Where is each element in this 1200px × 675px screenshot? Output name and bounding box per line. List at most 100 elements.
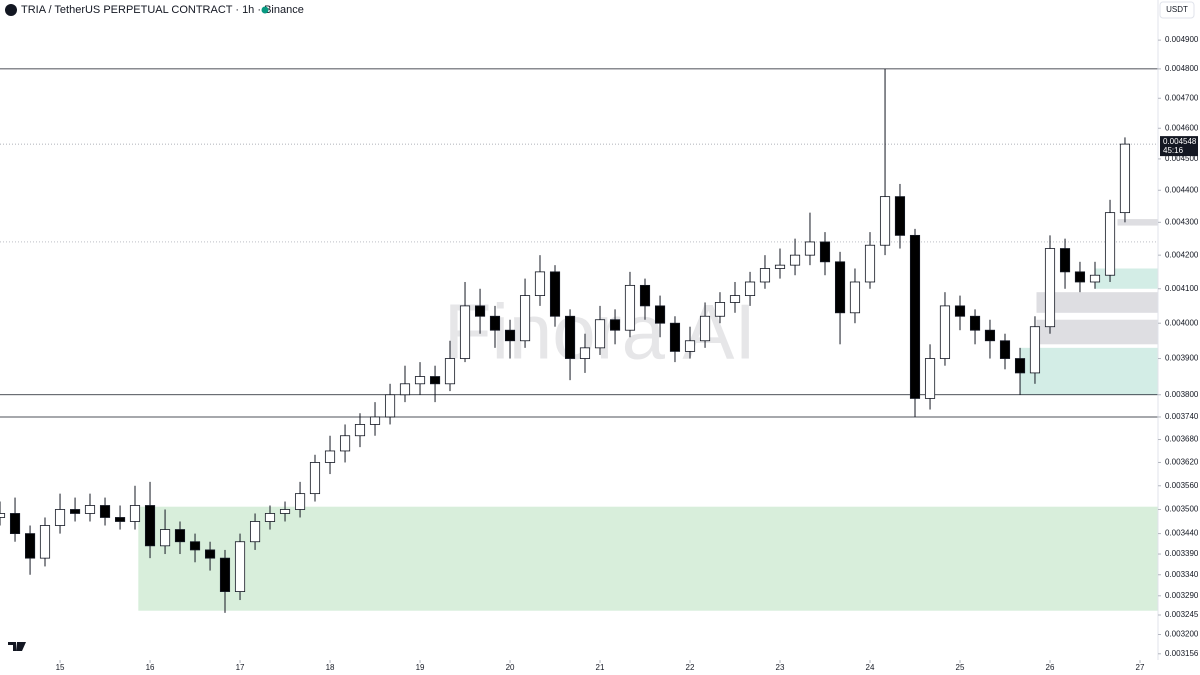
zone <box>1020 347 1158 395</box>
candle-body <box>984 329 996 342</box>
currency[interactable]: USDT <box>1166 5 1188 14</box>
y-tick-label: 0.004800 <box>1165 64 1199 73</box>
candle-body <box>39 525 51 559</box>
currency-button[interactable] <box>1159 1 1195 19</box>
candle-body <box>1119 143 1131 214</box>
candle-body <box>294 493 306 510</box>
y-tick-label: 0.004400 <box>1165 185 1199 194</box>
x-tick-label: 27 <box>1136 663 1145 672</box>
candle-body <box>804 241 816 256</box>
candle-body <box>639 284 651 307</box>
y-tick-label: 0.003156 <box>1165 649 1199 658</box>
zone <box>1036 292 1158 313</box>
last-price-box <box>1160 136 1198 157</box>
candle-body <box>924 358 936 399</box>
x-tick-label: 21 <box>596 663 605 672</box>
y-tick-label: 0.003800 <box>1165 390 1199 399</box>
candle-body <box>84 505 96 514</box>
candle-body <box>249 521 261 543</box>
candle-body <box>1059 248 1071 273</box>
zone <box>1036 319 1158 345</box>
candle-body <box>624 284 636 331</box>
x-tick-label: 24 <box>866 663 875 672</box>
last-price-label: 0.004548 <box>1163 137 1197 146</box>
candle-body <box>339 435 351 452</box>
candle-body <box>234 541 246 592</box>
candle-body <box>759 268 771 283</box>
candle-body <box>69 509 81 514</box>
x-tick-label: 20 <box>506 663 515 672</box>
candle-body <box>174 529 186 543</box>
candle-body <box>1074 271 1086 283</box>
candle-body <box>99 505 111 518</box>
y-tick-label: 0.003500 <box>1165 505 1199 514</box>
chart-title: TRIA / TetherUS PERPETUAL CONTRACT · 1h … <box>21 4 304 16</box>
zone <box>1095 268 1158 289</box>
candle-body <box>879 196 891 246</box>
candle-body <box>939 305 951 359</box>
candle-body <box>969 315 981 331</box>
candle-body <box>744 281 756 296</box>
candle-body <box>864 244 876 283</box>
y-tick-label: 0.004700 <box>1165 93 1199 102</box>
candle-body <box>324 450 336 463</box>
x-tick-label: 25 <box>956 663 965 672</box>
candle-body <box>354 424 366 437</box>
y-tick-label: 0.003900 <box>1165 354 1199 363</box>
candle-body <box>609 319 621 331</box>
y-tick-label: 0.004300 <box>1165 217 1199 226</box>
candle-body <box>789 254 801 266</box>
x-tick-label: 23 <box>776 663 785 672</box>
candle-body <box>0 513 6 518</box>
candle-body <box>159 529 171 547</box>
y-tick-label: 0.003200 <box>1165 630 1199 639</box>
candle-body <box>594 319 606 349</box>
status-dot <box>261 6 269 14</box>
y-tick-label: 0.004600 <box>1165 123 1199 132</box>
candle-body <box>369 416 381 425</box>
candle-body <box>489 315 501 331</box>
y-tick-label: 0.003245 <box>1165 610 1199 619</box>
candle-body <box>699 315 711 342</box>
candle-body <box>729 295 741 303</box>
x-tick-label: 15 <box>56 663 65 672</box>
candle-body <box>429 376 441 385</box>
y-tick-label: 0.004500 <box>1165 154 1199 163</box>
y-tick-label: 0.003340 <box>1165 570 1199 579</box>
candle-body <box>114 517 126 522</box>
y-tick-label: 0.004000 <box>1165 318 1199 327</box>
candle-body <box>1089 274 1101 283</box>
candle-body <box>819 241 831 263</box>
x-tick-label: 18 <box>326 663 335 672</box>
countdown: 45:16 <box>1163 146 1184 155</box>
candle-body <box>9 513 21 535</box>
tv-logo <box>8 642 26 651</box>
y-tick-label: 0.003620 <box>1165 458 1199 467</box>
candle-body <box>144 505 156 547</box>
y-tick-label: 0.003290 <box>1165 591 1199 600</box>
candle-body <box>384 394 396 418</box>
y-tick-label: 0.003440 <box>1165 529 1199 538</box>
candle-body <box>714 302 726 317</box>
candle-body <box>954 305 966 317</box>
candle-body <box>204 549 216 559</box>
candle-body <box>25 533 36 559</box>
candle-body <box>669 322 681 352</box>
symbol-icon <box>5 4 17 16</box>
candle-body <box>264 513 276 522</box>
candle-body <box>219 557 231 592</box>
x-tick-label: 22 <box>686 663 695 672</box>
x-tick-label: 17 <box>236 663 245 672</box>
candle-body <box>849 281 861 314</box>
candle-body <box>909 234 921 399</box>
candle-body <box>459 305 471 359</box>
candle-body <box>1104 212 1116 276</box>
zone <box>138 506 1158 611</box>
x-tick-label: 26 <box>1046 663 1055 672</box>
candle-body <box>579 347 591 359</box>
y-tick-label: 0.003560 <box>1165 481 1199 490</box>
candle-body <box>1014 358 1026 374</box>
y-tick-label: 0.004900 <box>1165 35 1199 44</box>
candle-body <box>444 358 456 385</box>
